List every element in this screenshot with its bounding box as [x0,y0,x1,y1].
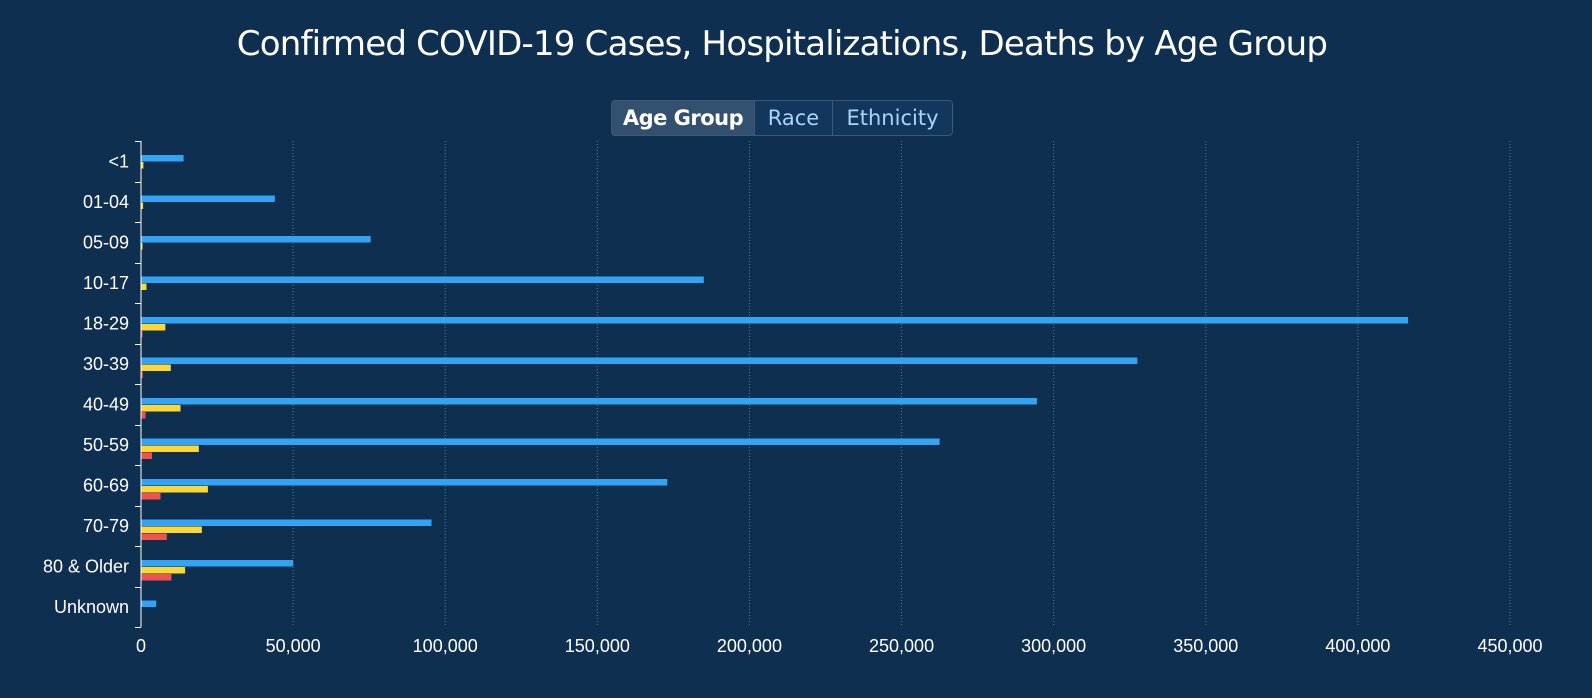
tab-race[interactable]: Race [754,101,832,135]
view-tab-group: Age Group Race Ethnicity [611,100,953,136]
bar-cases [141,317,1409,324]
bar-cases [141,155,184,162]
bar-cases [141,600,157,607]
chart-title: Confirmed COVID-19 Cases, Hospitalizatio… [236,24,1328,64]
bar-hospitalizations [141,364,171,371]
bar-cases [141,236,371,243]
bar-deaths [141,371,143,378]
tab-age-group[interactable]: Age Group [612,101,754,135]
bar-cases [141,438,940,445]
bar-hospitalizations [141,445,199,452]
x-tick-label: 350,000 [1173,636,1238,656]
bar-deaths [141,452,152,459]
bar-hospitalizations [141,283,147,290]
bar-cases [141,519,432,526]
bar-cases [141,276,704,283]
y-tick-label: 80 & Older [43,556,129,576]
bar-cases [141,357,1138,364]
x-tick-label: 450,000 [1477,636,1542,656]
y-tick-label: 18-29 [83,313,129,333]
bar-deaths [141,331,143,338]
x-tick-label: 100,000 [413,636,478,656]
y-tick-label: Unknown [54,597,129,617]
y-tick-label: 01-04 [83,192,129,212]
bar-cases [141,195,275,202]
x-tick-label: 150,000 [565,636,630,656]
bar-hospitalizations [141,405,181,412]
bar-deaths [141,493,161,500]
x-tick-label: 200,000 [717,636,782,656]
bar-deaths [141,574,172,581]
bar-deaths [141,533,167,540]
y-tick-label: 30-39 [83,354,129,374]
y-tick-label: 70-79 [83,516,129,536]
y-tick-label: 10-17 [83,273,129,293]
bar-cases [141,398,1037,405]
tab-ethnicity[interactable]: Ethnicity [832,101,952,135]
y-tick-label: 05-09 [83,232,129,252]
y-tick-label: 60-69 [83,475,129,495]
bar-deaths [141,412,146,419]
bar-hospitalizations [141,567,186,574]
bar-cases [141,560,294,567]
bar-hospitalizations [141,243,143,250]
x-tick-label: 400,000 [1325,636,1390,656]
bar-hospitalizations [141,526,202,533]
x-tick-label: 250,000 [869,636,934,656]
bar-hospitalizations [141,162,144,169]
bar-hospitalizations [141,324,166,331]
x-tick-label: 0 [136,636,146,656]
x-tick-label: 300,000 [1021,636,1086,656]
x-tick-label: 50,000 [266,636,321,656]
y-tick-label: 50-59 [83,435,129,455]
y-tick-label: 40-49 [83,394,129,414]
bar-hospitalizations [141,202,144,209]
bar-hospitalizations [141,486,208,493]
bar-cases [141,479,668,486]
y-tick-label: <1 [108,151,129,171]
